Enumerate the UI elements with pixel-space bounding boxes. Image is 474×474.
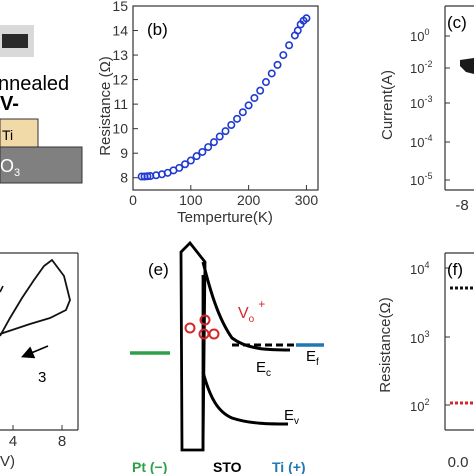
panel-c-ytick: 10-4 [410, 133, 432, 150]
panel-b-xtick-label: 100 [179, 192, 203, 208]
panel-b-data-point [143, 172, 152, 181]
panel-b-data-points [137, 14, 311, 181]
panel-c-ytick: 10-5 [410, 171, 432, 188]
panel-d-xtick-label: 4 [9, 433, 17, 450]
oxygen-vacancy [184, 322, 196, 334]
panel-b-data-point [221, 127, 230, 136]
panel-c-letter: (c) [447, 13, 467, 32]
annealed-text: nnealed [0, 73, 69, 95]
panel-b-data-point [261, 78, 270, 87]
panel-b-yticks: 8 9 10 11 12 13 14 15 [112, 0, 138, 186]
valence-band-curve [201, 371, 289, 426]
sample-chip [2, 34, 28, 48]
schottky-barrier [179, 240, 207, 452]
panel-c-ylabel: Current(A) [379, 70, 396, 140]
panel-f-ytick: 104 [410, 260, 429, 277]
panel-b-data-point [198, 147, 207, 156]
panel-b-data-point [227, 120, 236, 129]
panel-b-data-point [175, 163, 184, 172]
panel-b-xlabel: Temperture(K) [177, 209, 273, 226]
panel-b-ytick-label: 9 [120, 145, 128, 161]
panel-b-data-point [233, 114, 242, 123]
panel-b-data-point [244, 101, 253, 110]
panel-b-data-point [279, 51, 288, 60]
sto-substrate [0, 146, 83, 184]
panel-c-ytick: 10-3 [410, 94, 432, 111]
ef-label: Ef [306, 348, 319, 368]
panel-b-ytick-label: 12 [112, 72, 128, 88]
panel-b-data-point [250, 94, 259, 103]
voltage-sign-text: V- [0, 93, 19, 115]
panel-b-xtick-label: 300 [295, 192, 319, 208]
panel-b-data-point [209, 138, 218, 147]
panel-c: Current(A) 100 10-2 10-3 10-4 10-5 (c) -… [379, 5, 474, 214]
panel-e: (e) Vo+ Ec Ef Ev Pt (−) STO Ti (+) [130, 240, 324, 474]
panel-b-ytick-label: 10 [112, 121, 128, 137]
ev-label: Ev [284, 407, 299, 427]
panel-b-axes-frame [132, 5, 319, 191]
o3-label: O3 [0, 156, 20, 179]
panel-b-data-point [215, 132, 224, 141]
panel-b-xtick-label: 0 [129, 192, 137, 208]
panel-b-ylabel: Resistance (Ω) [97, 56, 114, 156]
panel-f-ylabel: Resistance(Ω) [377, 297, 394, 392]
panel-f-ytick: 102 [410, 397, 429, 414]
ti-electrode [0, 118, 39, 148]
panel-c-xtick: -8 [455, 197, 468, 214]
panel-f-ytick: 103 [410, 329, 429, 346]
panel-b-data-point [273, 60, 282, 69]
panel-b-data-point [238, 108, 247, 117]
sto-label: STO [213, 459, 242, 474]
panel-b-data-point [192, 152, 201, 161]
panel-c-data-cluster [460, 58, 474, 74]
panel-f-xtick: 0.0 [448, 454, 469, 471]
oxygen-vacancy [208, 328, 220, 340]
panel-b-data-point [293, 26, 302, 35]
ti-label: Ti [2, 127, 13, 143]
panel-b-data-point [267, 69, 276, 78]
panel-b-data-point [181, 160, 190, 169]
panel-b-data-point [285, 41, 294, 50]
conduction-band-curve [201, 261, 291, 352]
panel-a: nnealed V- Ti O3 [0, 25, 83, 184]
panel-d-hysteresis-loop [0, 258, 71, 337]
panel-b-data-point [204, 143, 213, 152]
panel-b-xticks: 0 100 200 300 [129, 185, 318, 208]
panel-d-loop-label: 3 [38, 369, 46, 386]
panel-d-arrow [21, 345, 49, 359]
panel-d-xtick-label: 8 [58, 433, 66, 450]
panel-b-ytick-label: 11 [113, 96, 128, 112]
panel-f-letter: (f) [447, 260, 463, 279]
panel-c-ytick: 100 [410, 27, 429, 44]
panel-e-letter: (e) [148, 260, 169, 279]
vo-label: Vo+ [238, 297, 265, 325]
panel-c-ytick: 10-2 [410, 59, 432, 76]
panel-b-data-point [186, 156, 195, 165]
ec-label: Ec [256, 359, 271, 379]
panel-b-data-point [256, 86, 265, 95]
panel-b-ytick-label: 14 [112, 23, 128, 39]
panel-b-letter: (b) [147, 20, 168, 39]
panel-d-xlabel: V) [0, 453, 15, 470]
oxygen-vacancy [199, 314, 211, 326]
panel-d-arrow-top [0, 285, 4, 293]
panel-f: Resistance(Ω) 104 103 102 (f) 0.0 [377, 252, 474, 471]
panel-b-ytick-label: 13 [112, 47, 128, 63]
panel-d: 3 4 8 V) [0, 252, 79, 470]
panel-b-ytick-label: 8 [120, 170, 128, 186]
panel-b-ytick-label: 15 [112, 0, 128, 14]
panel-b-data-point [302, 14, 311, 23]
panel-b-xtick-label: 200 [237, 192, 261, 208]
pt-label: Pt (−) [132, 459, 167, 474]
panel-b: Resistance (Ω) 8 9 10 11 12 13 14 15 0 100 200 300… [97, 0, 319, 226]
ti-right-label: Ti (+) [272, 459, 306, 474]
